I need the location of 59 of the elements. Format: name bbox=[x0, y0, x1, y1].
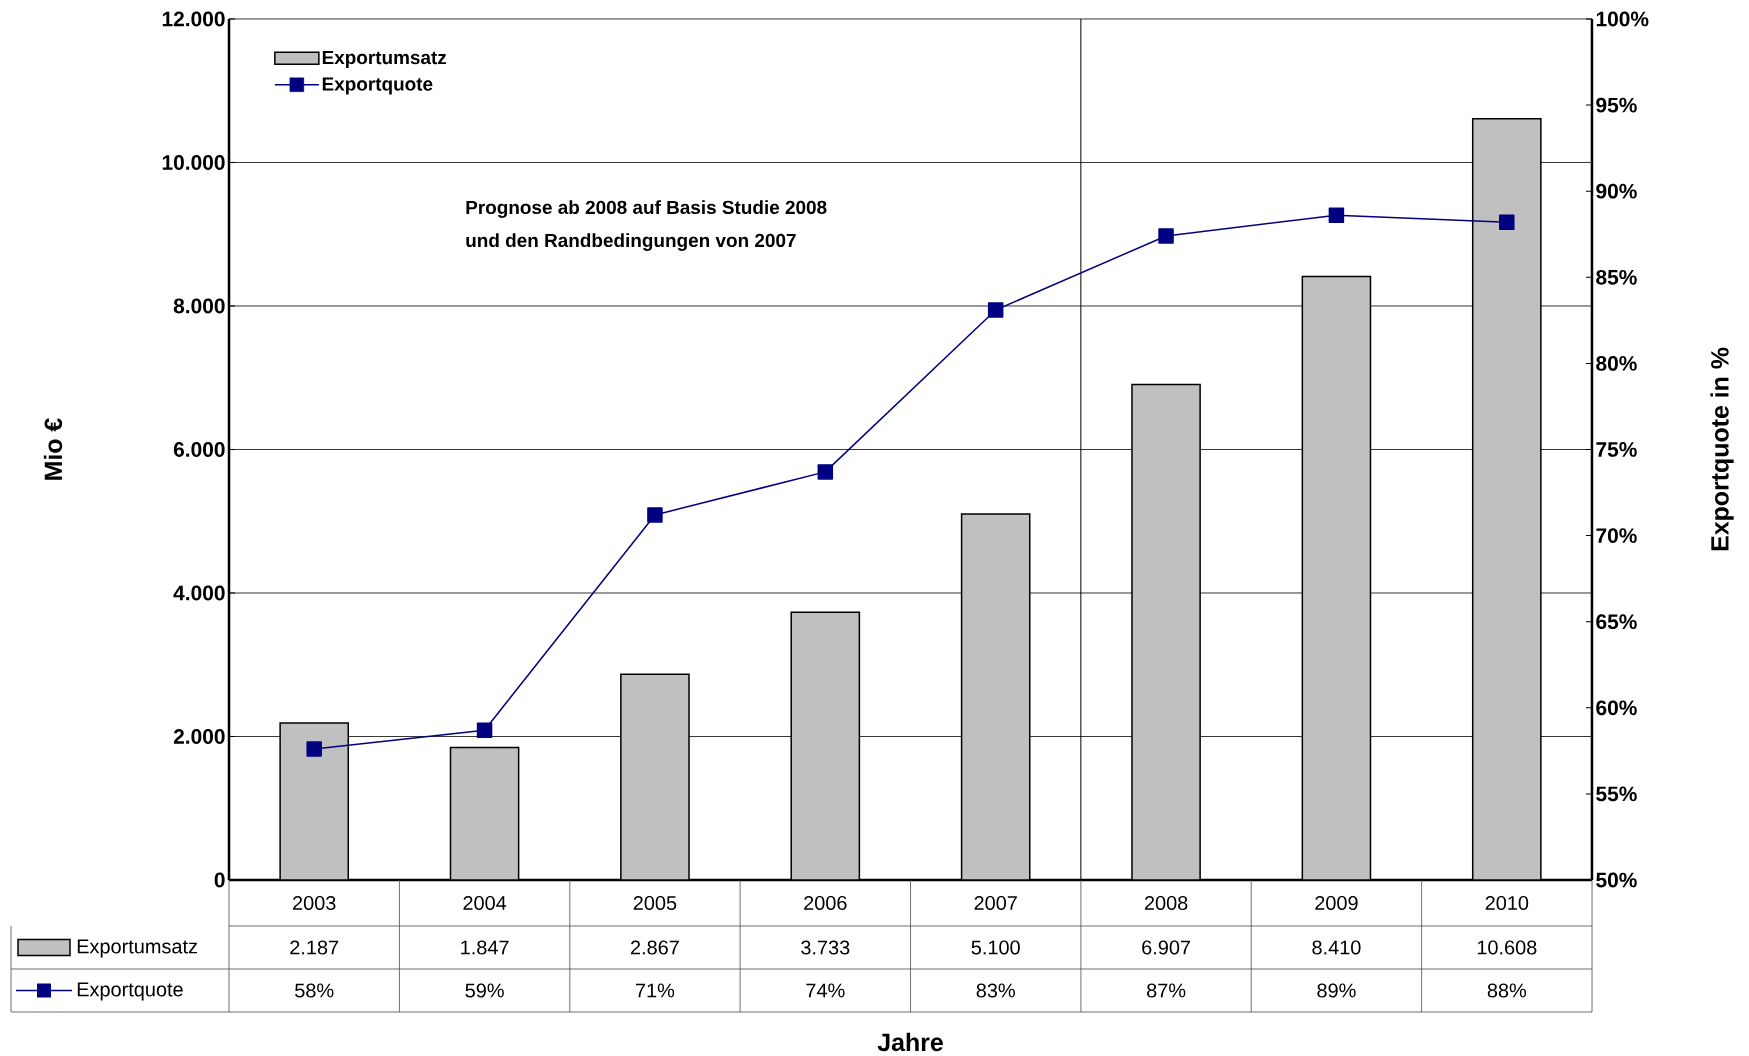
text: Exportquote bbox=[77, 982, 183, 1001]
y2-tick-label: 95% bbox=[1596, 97, 1637, 113]
data-label: 59% bbox=[465, 983, 504, 998]
data-label: 1.847 bbox=[461, 940, 509, 955]
legend-label: Exportumsatz bbox=[322, 51, 447, 68]
data-label: 2.867 bbox=[630, 940, 679, 955]
point bbox=[1158, 228, 1174, 244]
data-label: 3.733 bbox=[801, 940, 850, 955]
data-label: 58% bbox=[295, 983, 334, 998]
x-tick-label: 2008 bbox=[1144, 895, 1188, 911]
annotation: und den Randbedingungen von 2007 bbox=[466, 233, 796, 251]
x-tick-label: 2006 bbox=[804, 895, 847, 911]
data-label: 5.100 bbox=[971, 940, 1020, 955]
data-label: 74% bbox=[806, 983, 845, 998]
x-tick-label: 2010 bbox=[1485, 895, 1529, 911]
x-axis-title: Jahre bbox=[877, 1032, 943, 1052]
x-tick-label: 2009 bbox=[1315, 895, 1358, 911]
point bbox=[817, 464, 834, 480]
data-label: 6.907 bbox=[1142, 940, 1191, 955]
y-tick-label: 8.000 bbox=[173, 298, 225, 314]
data-label: 8.410 bbox=[1312, 940, 1361, 955]
y2-tick-label: 100% bbox=[1596, 11, 1649, 27]
point bbox=[987, 302, 1004, 318]
y-axis-title: Mio € bbox=[43, 418, 63, 480]
point bbox=[1328, 207, 1345, 224]
y2-tick-label: 70% bbox=[1596, 528, 1637, 543]
point bbox=[306, 741, 322, 757]
y-tick-label: 0 bbox=[214, 872, 225, 888]
y2-tick-label: 50% bbox=[1596, 872, 1637, 888]
y2-tick-label: 65% bbox=[1596, 614, 1637, 630]
data-label: 71% bbox=[635, 983, 675, 998]
y-tick-label: 12.000 bbox=[162, 11, 225, 27]
x-tick-label: 2004 bbox=[463, 895, 507, 911]
point bbox=[647, 507, 663, 523]
legend-label: Exportquote bbox=[322, 77, 433, 95]
x-tick-label: 2007 bbox=[974, 895, 1017, 911]
y2-tick-label: 60% bbox=[1596, 700, 1637, 716]
y2-tick-label: 75% bbox=[1596, 442, 1637, 457]
point bbox=[476, 722, 493, 738]
data-label: 83% bbox=[976, 983, 1015, 998]
annotation: Prognose ab 2008 auf Basis Studie 2008 bbox=[466, 200, 827, 218]
y2-tick-label: 80% bbox=[1596, 355, 1637, 371]
y2-tick-label: 85% bbox=[1596, 269, 1637, 285]
data-label: 88% bbox=[1487, 983, 1527, 998]
y-tick-label: 4.000 bbox=[173, 585, 225, 601]
point bbox=[1499, 214, 1515, 230]
data-label: 87% bbox=[1147, 983, 1186, 998]
y2-tick-label: 90% bbox=[1596, 183, 1637, 199]
text: Exportumsatz bbox=[77, 939, 198, 958]
y2-axis-title: Exportquote in % bbox=[1710, 347, 1734, 551]
y2-tick-label: 55% bbox=[1596, 786, 1637, 802]
data-label: 89% bbox=[1317, 983, 1356, 998]
data-label: 2.187 bbox=[290, 940, 339, 955]
x-tick-label: 2005 bbox=[633, 895, 677, 911]
y-tick-label: 6.000 bbox=[173, 442, 225, 457]
y-tick-label: 10.000 bbox=[162, 155, 225, 170]
y-tick-label: 2.000 bbox=[173, 729, 225, 744]
data-label: 10.608 bbox=[1477, 940, 1537, 955]
x-tick-label: 2003 bbox=[293, 895, 336, 911]
